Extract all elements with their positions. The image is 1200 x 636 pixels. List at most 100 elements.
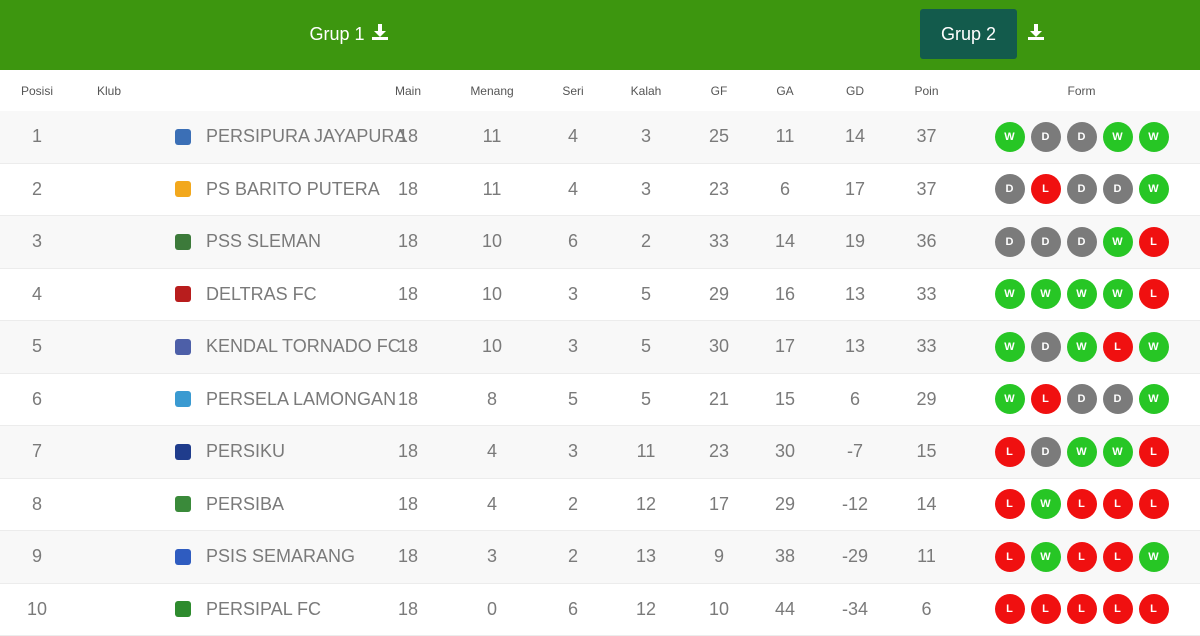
form-result-badge: W [1102, 226, 1133, 257]
main-cell: 18 [397, 178, 419, 199]
download-icon[interactable] [1026, 22, 1046, 42]
club-name[interactable]: PSS SLEMAN [206, 231, 322, 252]
kalah-cell: 11 [636, 441, 656, 462]
form-result-badge: L [1030, 174, 1061, 205]
kalah-cell: 13 [635, 546, 657, 567]
form-result-badge: L [1138, 279, 1169, 310]
form-result-badge: L [1030, 594, 1061, 625]
col-header-gf: GF [710, 83, 728, 98]
club-cell[interactable]: PSIS SEMARANG [74, 531, 374, 584]
main-cell: 18 [397, 598, 419, 619]
club-cell[interactable]: PERSIPURA JAYAPURA [74, 111, 406, 163]
club-cell[interactable]: PSS SLEMAN [74, 216, 374, 269]
form-result-badge: L [994, 541, 1025, 572]
main-cell: 18 [397, 546, 419, 567]
club-wrap: PSS SLEMAN [74, 231, 374, 252]
club-cell[interactable]: KENDAL TORNADO FC [74, 321, 401, 374]
form-result-badge: W [1030, 279, 1061, 310]
form-result-badge: W [1102, 436, 1133, 467]
table-row[interactable]: 2 PS BARITO PUTERA 18 11 4 3 23 6 17 37 D L D D W [0, 163, 1200, 216]
table-row[interactable]: 5 KENDAL TORNADO FC 18 10 3 5 30 17 13 33 W D W L W [0, 320, 1200, 374]
menang-cell: 10 [481, 231, 503, 252]
seri-cell: 2 [567, 546, 578, 567]
table-row[interactable]: 6 PERSELA LAMONGAN 18 8 5 5 21 15 6 29 W L D D W [0, 373, 1200, 426]
club-cell[interactable]: PERSIKU [74, 426, 374, 479]
club-wrap: PERSIKU [74, 441, 374, 462]
kalah-cell: 3 [640, 178, 651, 199]
form-result-badge: W [1066, 331, 1097, 362]
seri-cell: 3 [567, 441, 578, 462]
club-cell[interactable]: PERSELA LAMONGAN [74, 373, 396, 426]
col-header-kalah: Kalah [630, 83, 662, 98]
club-name[interactable]: KENDAL TORNADO FC [206, 336, 401, 357]
club-cell[interactable]: PERSIPAL FC [74, 583, 374, 636]
club-wrap: PERSIPAL FC [74, 599, 374, 620]
gf-cell: 21 [708, 388, 730, 409]
menang-cell: 11 [482, 126, 502, 147]
col-header-gd: GD [846, 83, 864, 98]
club-logo-icon [175, 391, 191, 408]
form-result-badge: L [1102, 541, 1133, 572]
form-result-badge: L [1138, 436, 1169, 467]
table-row[interactable]: 8 PERSIBA 18 4 2 12 17 29 -12 14 L W L L L [0, 478, 1200, 531]
download-icon[interactable] [370, 22, 390, 42]
club-cell[interactable]: PS BARITO PUTERA [74, 163, 380, 216]
table-row[interactable]: 4 DELTRAS FC 18 10 3 5 29 16 13 33 W W W W L [0, 268, 1200, 321]
club-name[interactable]: PERSIBA [206, 493, 285, 514]
club-wrap: PERSIPURA JAYAPURA [74, 126, 406, 147]
form-result-badge: W [994, 121, 1025, 152]
form-result-badge: W [1138, 121, 1169, 152]
club-wrap: PERSELA LAMONGAN [74, 389, 396, 410]
menang-cell: 10 [481, 336, 503, 357]
club-logo-icon [175, 443, 191, 460]
tab-grup-2[interactable]: Grup 2 [920, 9, 1017, 59]
table-row[interactable]: 7 PERSIKU 18 4 3 11 23 30 -7 15 L D W W L [0, 425, 1200, 479]
position-cell: 7 [31, 441, 42, 462]
form-result-badge: W [1030, 489, 1061, 520]
gd-cell: 17 [844, 178, 866, 199]
gf-cell: 30 [708, 336, 730, 357]
col-header-posisi: Posisi [20, 83, 53, 98]
form-result-badge: D [1066, 174, 1097, 205]
club-cell[interactable]: DELTRAS FC [74, 268, 374, 321]
ga-cell: 6 [779, 178, 790, 199]
tab-grup-1[interactable]: Grup 1 [309, 23, 365, 44]
table-row[interactable]: 3 PSS SLEMAN 18 10 6 2 33 14 19 36 D D D W L [0, 215, 1200, 269]
club-name[interactable]: PERSIPAL FC [206, 598, 322, 619]
club-name[interactable]: PERSELA LAMONGAN [206, 388, 397, 409]
poin-cell: 29 [916, 388, 937, 409]
col-header-seri: Seri [562, 83, 584, 98]
poin-cell: 15 [916, 441, 937, 462]
ga-cell: 15 [774, 388, 796, 409]
club-wrap: PS BARITO PUTERA [74, 179, 380, 200]
club-wrap: PSIS SEMARANG [74, 546, 374, 567]
position-cell: 9 [31, 546, 42, 567]
club-cell[interactable]: PERSIBA [74, 478, 374, 531]
club-name[interactable]: PSIS SEMARANG [206, 546, 356, 567]
club-name[interactable]: PERSIPURA JAYAPURA [206, 126, 407, 147]
gf-cell: 23 [708, 178, 730, 199]
table-row[interactable]: 10 PERSIPAL FC 18 0 6 12 10 44 -34 6 L L L L L [0, 583, 1200, 636]
gf-cell: 10 [708, 598, 730, 619]
form-result-badge: W [1030, 541, 1061, 572]
form-result-badge: W [994, 384, 1025, 415]
table-row[interactable]: 1 PERSIPURA JAYAPURA 18 11 4 3 25 11 14 37 W D D W W [0, 111, 1200, 163]
gf-cell: 9 [713, 546, 724, 567]
position-cell: 6 [31, 388, 42, 409]
club-logo-icon [175, 496, 191, 513]
table-row[interactable]: 9 PSIS SEMARANG 18 3 2 13 9 38 -29 11 L W L L W [0, 530, 1200, 584]
form-result-badge: L [994, 594, 1025, 625]
club-name[interactable]: PS BARITO PUTERA [206, 178, 380, 199]
seri-cell: 5 [567, 388, 578, 409]
club-name[interactable]: PERSIKU [206, 441, 286, 462]
col-header-form: Form [1067, 83, 1096, 98]
form-result-badge: L [994, 436, 1025, 467]
club-name[interactable]: DELTRAS FC [206, 283, 317, 304]
